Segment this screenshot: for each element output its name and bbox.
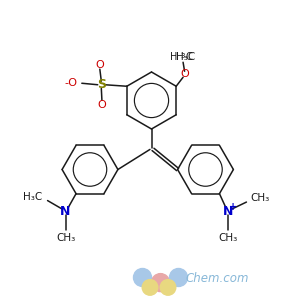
Text: H₃C: H₃C	[176, 52, 196, 62]
Text: CH₃: CH₃	[250, 193, 270, 203]
Circle shape	[152, 274, 169, 292]
Text: Chem.com: Chem.com	[185, 272, 249, 285]
Circle shape	[169, 268, 188, 286]
Text: C: C	[185, 52, 192, 62]
Text: +: +	[229, 202, 237, 212]
Text: CH₃: CH₃	[56, 233, 75, 243]
Circle shape	[160, 280, 176, 295]
Text: O: O	[180, 69, 189, 79]
Text: H₃C: H₃C	[23, 192, 42, 202]
Text: S: S	[97, 78, 106, 91]
Circle shape	[142, 280, 158, 295]
Text: -O: -O	[64, 78, 77, 88]
Text: CH₃: CH₃	[219, 233, 238, 243]
Text: 3: 3	[180, 52, 184, 59]
Text: O: O	[98, 100, 106, 110]
Text: N: N	[223, 205, 234, 218]
Text: O: O	[95, 60, 104, 70]
Text: H: H	[170, 52, 177, 62]
Text: methoxy: methoxy	[184, 57, 191, 58]
Text: N: N	[60, 205, 71, 218]
Circle shape	[134, 268, 152, 286]
